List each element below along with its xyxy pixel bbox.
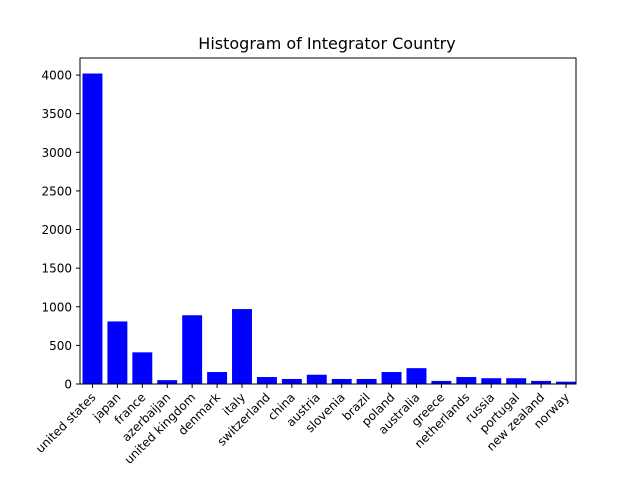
bar-russia: [481, 378, 502, 384]
x-axis: united statesjapanfranceazerbaijanunited…: [33, 384, 572, 467]
y-axis: 0 500 1000 1500 2000 2500 3000 3500 4000: [41, 69, 80, 392]
y-tick-label: 4000: [41, 69, 72, 83]
y-tick-label: 2000: [41, 223, 72, 237]
bar-new-zealand: [531, 380, 552, 384]
y-tick-label: 3500: [41, 107, 72, 121]
bar-united-kingdom: [182, 315, 203, 384]
y-tick-label: 1500: [41, 262, 72, 276]
bar-poland: [381, 372, 402, 384]
bar-denmark: [207, 372, 228, 384]
bars-group: [82, 73, 576, 385]
bar-austria: [306, 374, 327, 384]
chart-title: Histogram of Integrator Country: [198, 34, 455, 53]
bar-australia: [406, 368, 427, 384]
bar-brazil: [356, 378, 377, 384]
bar-italy: [232, 309, 252, 384]
y-tick-label: 0: [64, 378, 72, 392]
bar-greece: [431, 380, 452, 384]
bar-norway: [556, 381, 576, 384]
x-tick-label: united states: [33, 390, 99, 456]
bar-netherlands: [456, 377, 477, 384]
y-tick-label: 3000: [41, 146, 72, 160]
bar-switzerland: [256, 377, 277, 384]
bar-united-states: [82, 73, 103, 385]
bar-china: [281, 378, 302, 384]
bar-japan: [107, 321, 128, 384]
bar-azerbaijan: [157, 380, 178, 384]
bar-france: [132, 352, 153, 384]
y-tick-label: 1000: [41, 300, 72, 314]
y-tick-label: 2500: [41, 184, 72, 198]
plot-frame: [79, 57, 577, 385]
y-tick-label: 500: [49, 339, 72, 353]
bar-slovenia: [331, 378, 352, 384]
bar-portugal: [506, 378, 527, 384]
